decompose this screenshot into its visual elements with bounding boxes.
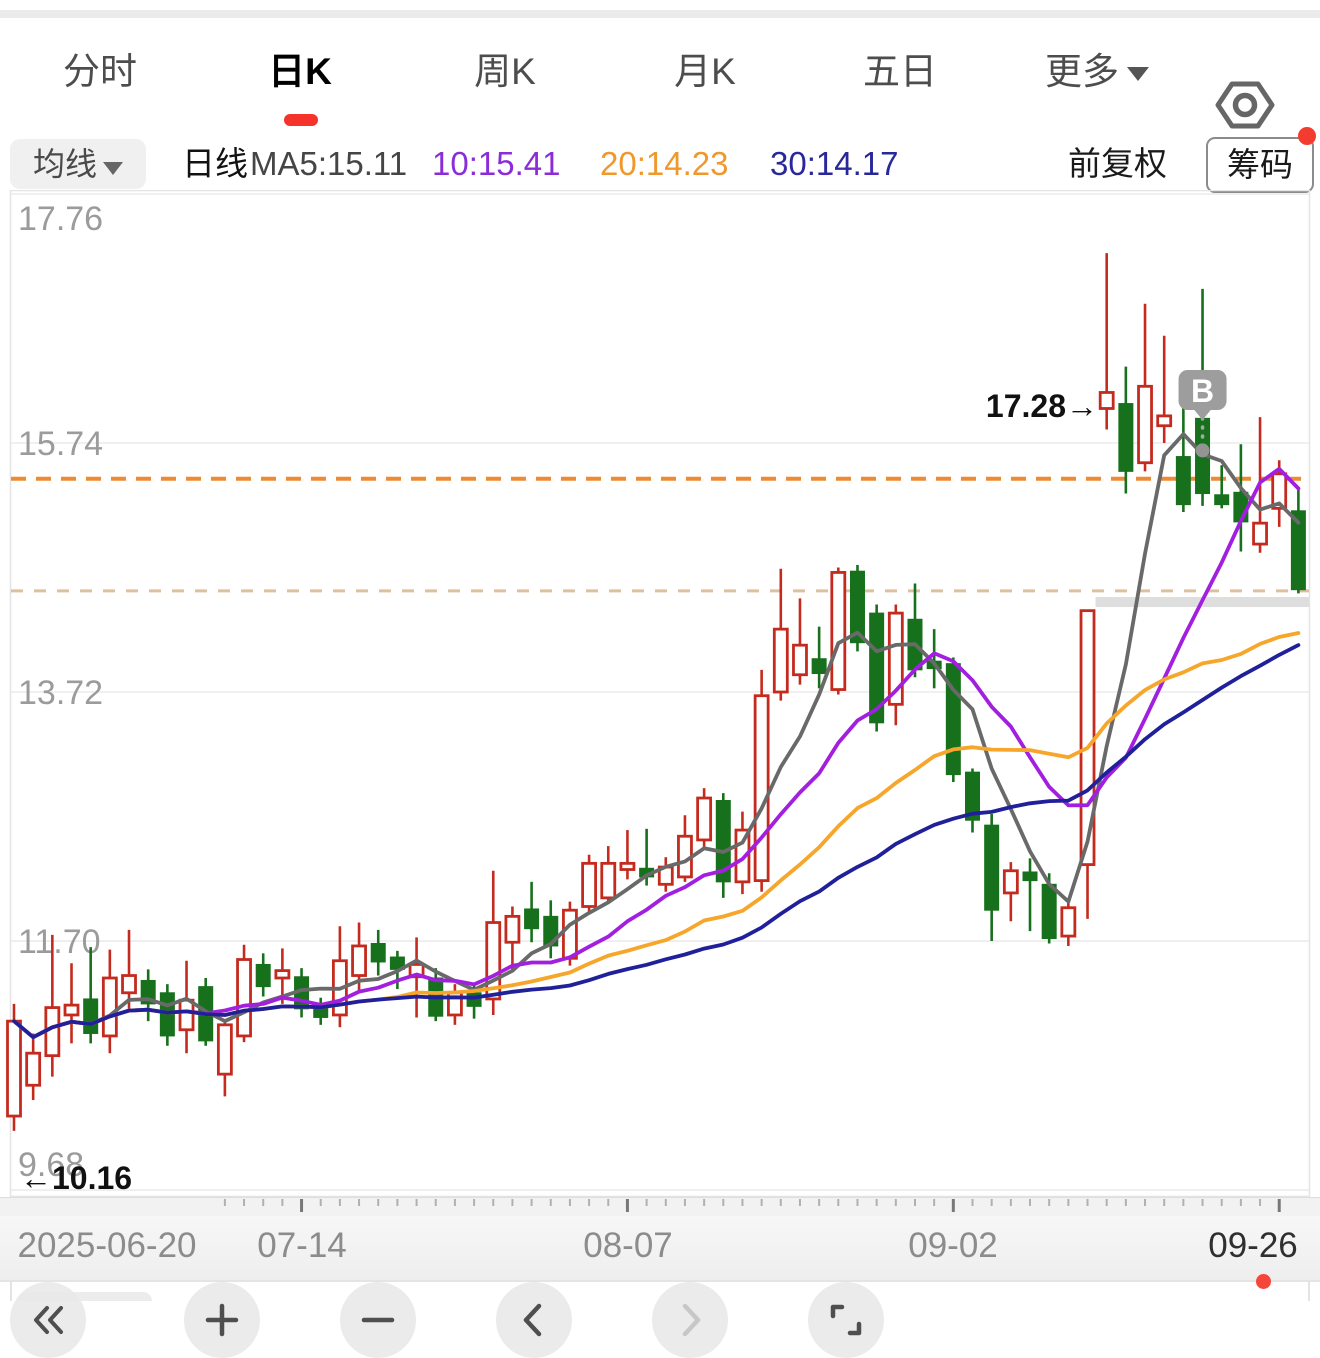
next-panel-edge	[0, 1280, 1320, 1301]
date-tick-label: 08-07	[583, 1226, 673, 1265]
date-tick-label: 09-26	[1208, 1226, 1298, 1265]
zoom-in-button[interactable]	[184, 1282, 260, 1358]
ma30-value: 30:14.17	[770, 145, 899, 182]
tab-daily-k[interactable]: 日K	[268, 51, 332, 92]
kline-tabbar: 分时 日K 周K 月K 五日 更多	[0, 36, 1320, 136]
rewind-left-button[interactable]	[10, 1282, 86, 1358]
zoom-out-button[interactable]	[340, 1282, 416, 1358]
date-tick-label: 09-02	[908, 1226, 998, 1265]
date-tick-label: 07-14	[257, 1226, 347, 1265]
tab-minute[interactable]: 分时	[63, 51, 137, 92]
svg-text:13.72: 13.72	[18, 674, 103, 712]
svg-text:B: B	[1191, 373, 1214, 409]
chips-distribution-button[interactable]: 筹码	[1206, 137, 1314, 193]
settings-gear-icon[interactable]	[1212, 72, 1278, 143]
page-divider	[0, 10, 1320, 18]
ma10-value: 10:15.41	[432, 145, 561, 182]
chevron-left-icon	[523, 1303, 542, 1337]
pan-left-button[interactable]	[496, 1282, 572, 1358]
fullscreen-button[interactable]	[808, 1282, 884, 1358]
pan-right-button[interactable]	[652, 1282, 728, 1358]
tab-more-label: 更多	[1045, 51, 1119, 92]
ma5-value: MA5:15.11	[250, 145, 408, 182]
svg-text:11.70: 11.70	[18, 923, 101, 961]
panel-border-right	[1308, 1282, 1310, 1301]
ma-selector-label: 均线	[32, 146, 97, 182]
high-price-annotation: 17.28→	[985, 388, 1098, 424]
candlestick-chart-svg[interactable]: 17.76 15.74 13.72 11.70 9.68 B	[0, 190, 1320, 1197]
period-label: 日线	[182, 145, 248, 182]
caret-down-icon	[1127, 67, 1149, 82]
fullscreen-corners-icon	[830, 1304, 862, 1336]
date-labels-row: 2025-06-20 07-14 08-07 09-02 09-26	[0, 1216, 1320, 1289]
chevron-right-icon	[682, 1303, 701, 1337]
notification-badge-dot	[1298, 127, 1316, 145]
panel-pill	[18, 1292, 152, 1301]
ma-selector-dropdown[interactable]: 均线	[10, 139, 146, 189]
chart-area[interactable]: 17.76 15.74 13.72 11.70 9.68 B 17.28→	[0, 190, 1320, 1358]
current-day-dot	[1256, 1274, 1271, 1289]
tab-monthly-k[interactable]: 月K	[674, 51, 736, 92]
date-ruler[interactable]	[0, 1197, 1320, 1217]
svg-text:15.74: 15.74	[18, 425, 103, 463]
forward-adjust-toggle[interactable]: 前复权	[1068, 145, 1167, 182]
svg-text:9.68: 9.68	[18, 1146, 84, 1184]
svg-text:17.76: 17.76	[18, 200, 103, 238]
double-chevron-left-icon	[34, 1306, 63, 1334]
ma20-value: 20:14.23	[600, 145, 729, 182]
low-price-annotation: ←10.16	[20, 1160, 133, 1196]
tab-more[interactable]: 更多	[1045, 36, 1149, 108]
active-tab-underline	[284, 114, 318, 126]
tab-weekly-k[interactable]: 周K	[474, 51, 536, 92]
ma-legend-row: 均线 日线 MA5:15.11 10:15.41 20:14.23 30:14.…	[0, 133, 1320, 193]
plus-icon	[205, 1303, 239, 1337]
date-tick-label: 2025-06-20	[17, 1226, 197, 1265]
tab-five-day[interactable]: 五日	[863, 51, 937, 92]
caret-down-icon	[103, 162, 123, 175]
panel-border-left	[10, 1282, 12, 1301]
